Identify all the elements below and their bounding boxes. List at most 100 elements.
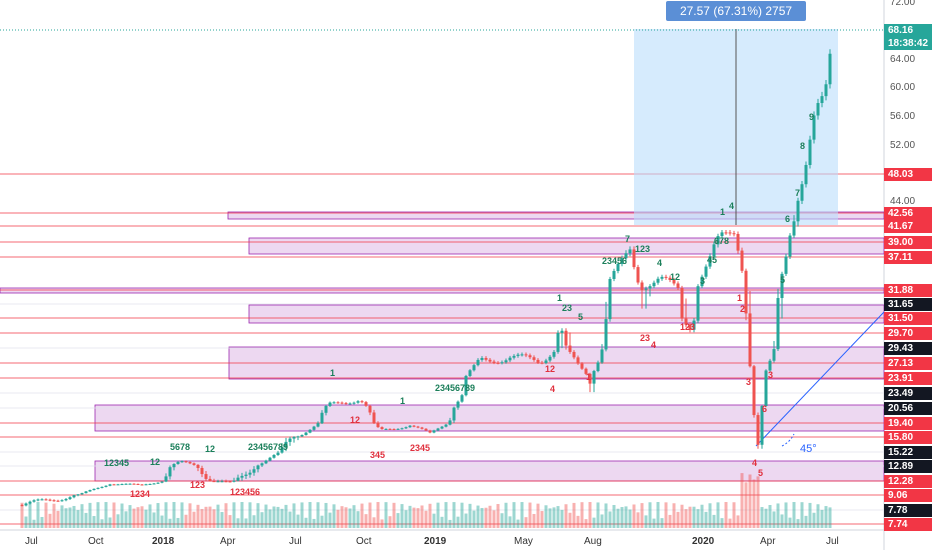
volume-bar (248, 502, 252, 528)
volume-bar (548, 508, 552, 528)
volume-bar (560, 509, 564, 528)
candle (548, 356, 552, 361)
volume-bar (600, 514, 604, 528)
setup-count-red: 23 (640, 333, 650, 343)
candle (40, 499, 44, 501)
setup-count-green: 1 (330, 368, 335, 378)
candle (52, 500, 56, 502)
volume-bar (108, 517, 112, 528)
candle (612, 271, 616, 279)
volume-bar (620, 507, 624, 528)
candle (256, 465, 260, 470)
date-tick: May (514, 536, 533, 547)
volume-bar (288, 511, 292, 528)
candle (44, 499, 48, 501)
candle (668, 277, 672, 280)
candle (436, 428, 440, 431)
volume-bar (232, 502, 236, 528)
setup-count-green: 1 (400, 396, 405, 406)
setup-count-green: 6 (785, 214, 790, 224)
date-tick: Apr (220, 536, 236, 547)
volume-bar (428, 503, 432, 528)
price-level-tag: 39.00 (884, 236, 932, 249)
volume-bar (812, 512, 816, 528)
volume-bar (792, 502, 796, 528)
volume-bar (204, 506, 208, 528)
candle (212, 481, 216, 483)
candle (432, 430, 436, 433)
volume-bar (512, 502, 516, 528)
volume-bar (256, 503, 260, 528)
setup-count-red: 5 (758, 468, 763, 478)
candle (588, 373, 592, 384)
candle (736, 233, 740, 251)
resistance-zone (0, 287, 885, 294)
angle-arc (781, 433, 795, 447)
volume-bar (460, 502, 464, 528)
price-level-tag: 7.74 (884, 518, 932, 531)
candle (456, 401, 460, 408)
candle (424, 428, 428, 431)
volume-bar (412, 507, 416, 528)
volume-bar (380, 519, 384, 528)
volume-bar (744, 482, 748, 528)
candle (408, 425, 412, 428)
volume-bar (632, 504, 636, 528)
price-tick: 56.00 (890, 111, 916, 122)
volume-bar (280, 508, 284, 528)
volume-bar (20, 502, 24, 528)
setup-count-red: 123 (680, 322, 695, 332)
candle (104, 485, 108, 487)
candle (528, 355, 532, 358)
volume-bar (804, 515, 808, 528)
price-level-tag: 15.22 (884, 446, 932, 459)
candle (520, 354, 524, 356)
volume-bar (144, 509, 148, 528)
candle (684, 318, 688, 325)
setup-count-green: 1 (557, 293, 562, 303)
volume-bar (376, 502, 380, 528)
candle (332, 402, 336, 404)
candle (556, 332, 560, 352)
candle (824, 84, 828, 97)
volume-bar (740, 473, 744, 528)
candle (412, 425, 416, 427)
candle (144, 484, 148, 486)
volume-bar (120, 503, 124, 528)
setup-count-green: 12345 (104, 458, 129, 468)
candle (416, 426, 420, 428)
candle (368, 405, 372, 413)
volume-bar (808, 502, 812, 528)
volume-bar (624, 506, 628, 528)
volume-bar (92, 516, 96, 528)
volume-bar (316, 502, 320, 528)
volume-bar (508, 516, 512, 528)
candle (288, 438, 292, 442)
volume-bar (400, 504, 404, 528)
volume-bar (480, 507, 484, 528)
candle (96, 487, 100, 489)
candle (244, 474, 248, 476)
volume-bar (388, 516, 392, 528)
volume-bar (328, 512, 332, 528)
candle (380, 427, 384, 430)
volume-bar (772, 511, 776, 528)
volume-bar (516, 519, 520, 528)
candle (156, 482, 160, 484)
volume-bar (324, 502, 328, 528)
candle (56, 500, 60, 502)
volume-bar (588, 502, 592, 528)
candle (128, 483, 132, 485)
price-tick: 44.00 (890, 196, 916, 207)
volume-bar (712, 514, 716, 528)
candle (264, 460, 268, 464)
volume-bar (616, 508, 620, 528)
price-level-tag: 48.03 (884, 168, 932, 181)
candle (92, 488, 96, 491)
volume-bar (84, 512, 88, 528)
volume-bar (796, 519, 800, 528)
price-tick: 72.00 (890, 0, 916, 8)
setup-count-red: 4 (550, 384, 555, 394)
volume-bar (544, 505, 548, 528)
